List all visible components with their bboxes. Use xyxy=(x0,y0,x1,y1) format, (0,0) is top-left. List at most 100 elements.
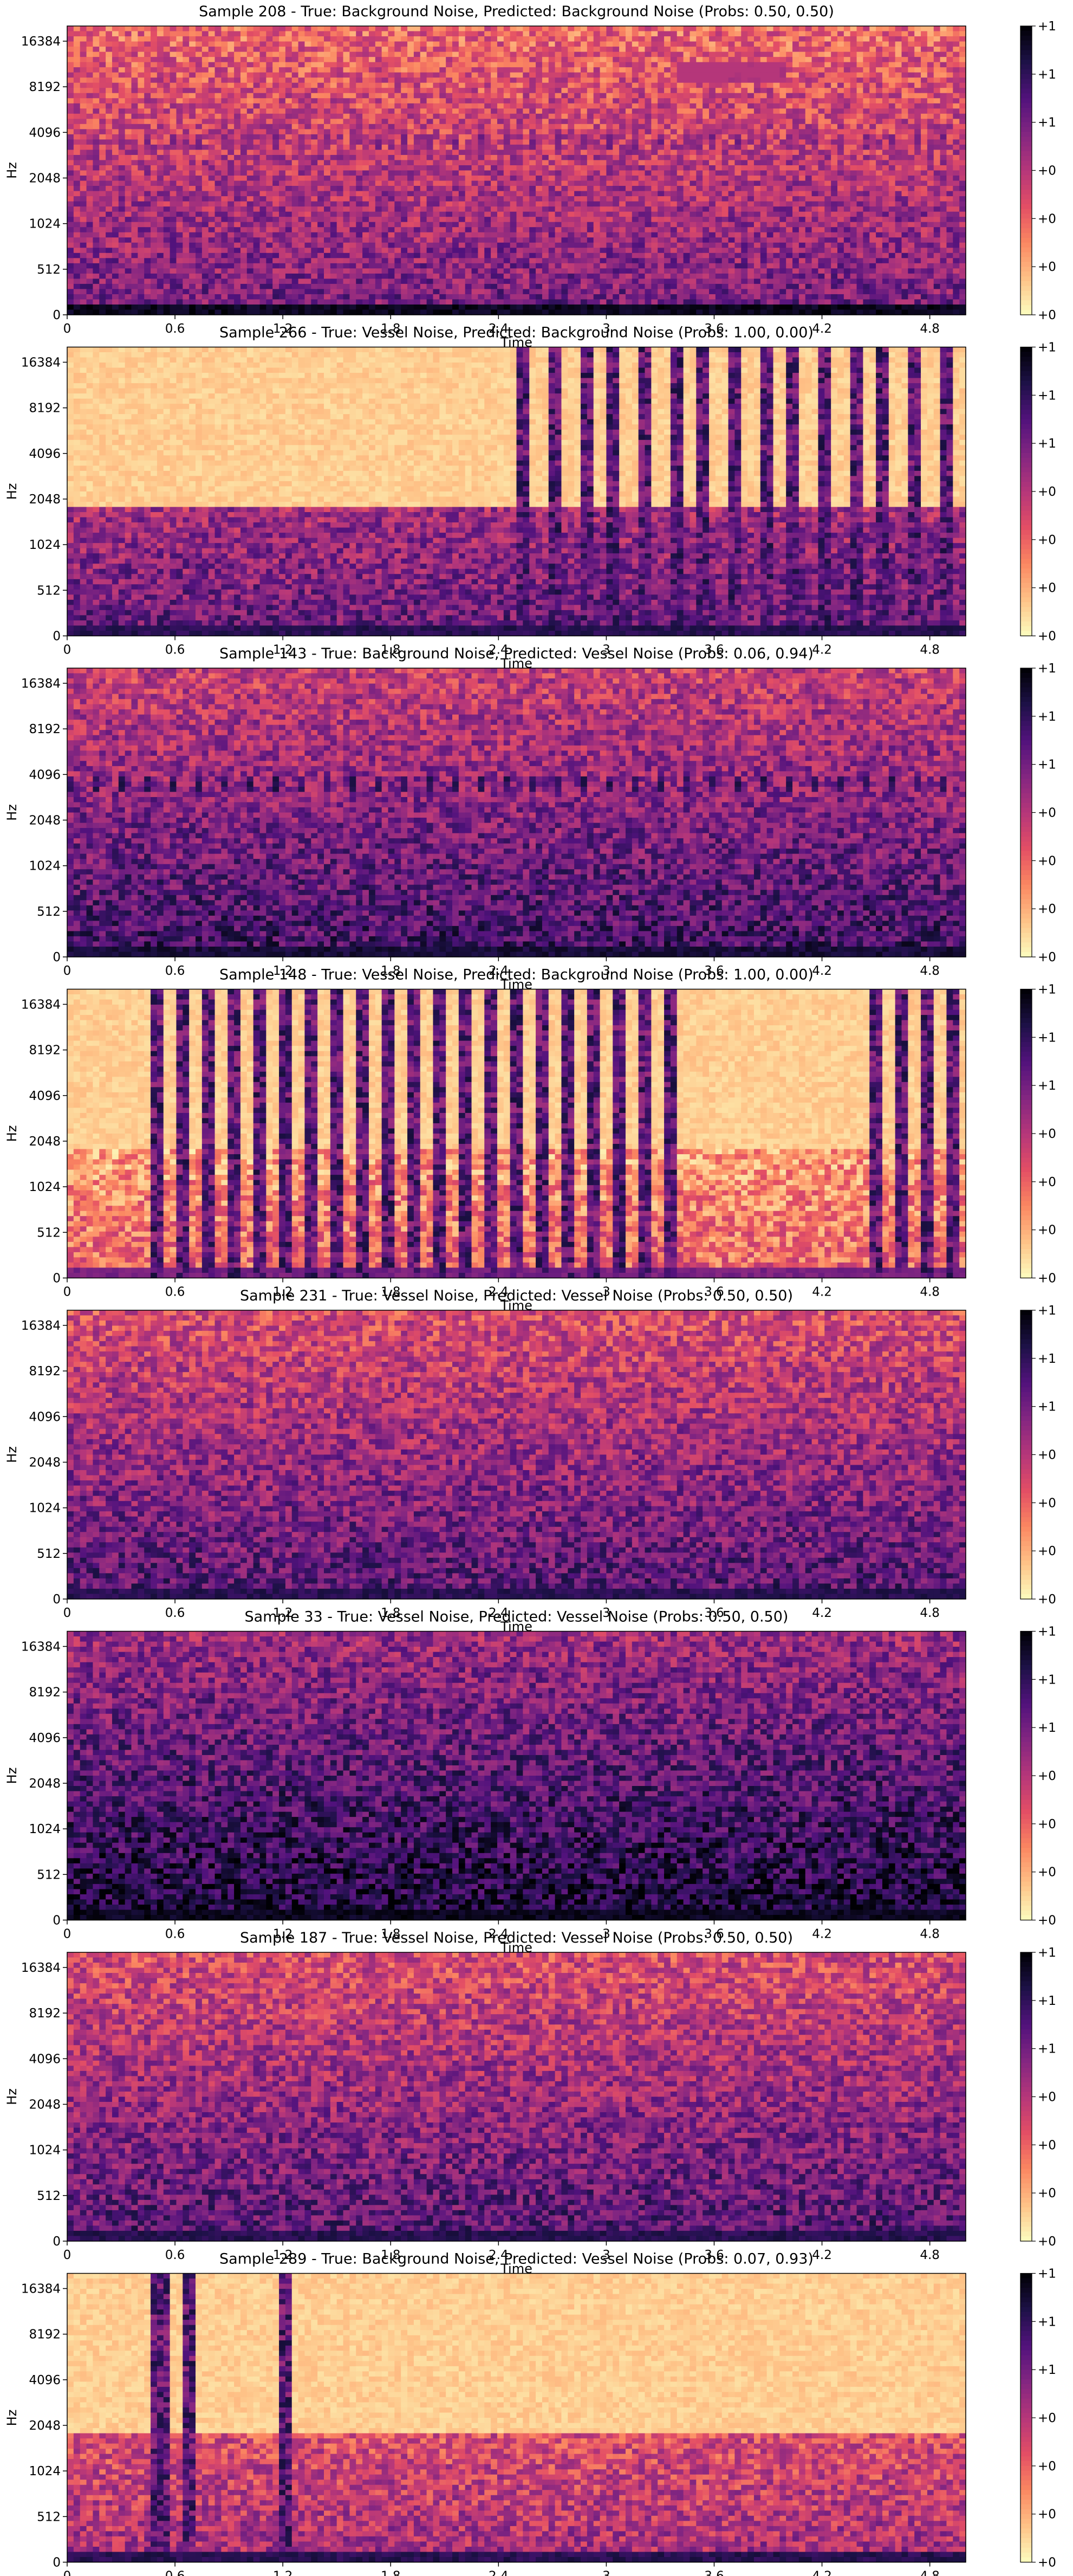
heatmap-cell xyxy=(74,31,80,37)
heatmap-cell xyxy=(343,52,350,57)
heatmap-cell xyxy=(959,88,966,93)
heatmap-cell xyxy=(266,108,272,114)
heatmap-cell xyxy=(786,26,792,31)
heatmap-cell xyxy=(716,62,722,68)
heatmap-cell xyxy=(446,103,452,109)
heatmap-cell xyxy=(87,62,93,68)
heatmap-cell xyxy=(786,67,792,73)
heatmap-cell xyxy=(221,83,227,88)
heatmap-cell xyxy=(465,52,472,57)
heatmap-cell xyxy=(940,36,947,42)
heatmap-cell xyxy=(394,73,401,78)
heatmap-cell xyxy=(844,93,850,99)
heatmap-cell xyxy=(170,47,177,52)
heatmap-cell xyxy=(684,36,690,42)
heatmap-cell xyxy=(260,62,266,68)
heatmap-cell xyxy=(561,47,568,52)
heatmap-cell xyxy=(658,42,664,47)
heatmap-cell xyxy=(953,52,959,57)
heatmap-cell xyxy=(555,31,562,37)
heatmap-cell xyxy=(786,83,792,88)
heatmap-cell xyxy=(542,114,549,119)
heatmap-cell xyxy=(484,52,491,57)
heatmap-cell xyxy=(170,108,177,114)
heatmap-cell xyxy=(517,77,523,83)
heatmap-cell xyxy=(812,93,818,99)
heatmap-cell xyxy=(510,26,517,31)
heatmap-cell xyxy=(671,88,677,93)
heatmap-cell xyxy=(80,52,87,57)
heatmap-cell xyxy=(215,67,222,73)
heatmap-cell xyxy=(953,62,959,68)
heatmap-cell xyxy=(940,98,947,103)
heatmap-cell xyxy=(132,57,138,62)
heatmap-cell xyxy=(151,83,157,88)
heatmap-cell xyxy=(837,36,844,42)
heatmap-cell xyxy=(837,93,844,99)
heatmap-cell xyxy=(760,77,767,83)
heatmap-cell xyxy=(594,103,600,109)
heatmap-cell xyxy=(857,108,863,114)
heatmap-cell xyxy=(639,62,645,68)
heatmap-cell xyxy=(934,77,940,83)
heatmap-cell xyxy=(882,108,889,114)
heatmap-cell xyxy=(304,42,311,47)
heatmap-cell xyxy=(619,88,626,93)
heatmap-cell xyxy=(869,26,876,31)
heatmap-cell xyxy=(433,42,439,47)
heatmap-cell xyxy=(459,103,465,109)
heatmap-cell xyxy=(234,42,240,47)
heatmap-cell xyxy=(401,36,407,42)
heatmap-cell xyxy=(401,108,407,114)
heatmap-cell xyxy=(189,73,196,78)
heatmap-cell xyxy=(452,67,459,73)
heatmap-cell xyxy=(472,108,478,114)
heatmap-cell xyxy=(613,108,619,114)
heatmap-cell xyxy=(427,52,433,57)
heatmap-cell xyxy=(561,93,568,99)
heatmap-cell xyxy=(645,26,652,31)
heatmap-cell xyxy=(626,108,632,114)
heatmap-cell xyxy=(671,83,677,88)
heatmap-cell xyxy=(850,98,857,103)
heatmap-cell xyxy=(812,73,818,78)
heatmap-cell xyxy=(606,62,613,68)
heatmap-cell xyxy=(388,77,395,83)
heatmap-cell xyxy=(658,62,664,68)
heatmap-cell xyxy=(747,52,754,57)
heatmap-cell xyxy=(427,57,433,62)
heatmap-cell xyxy=(754,98,760,103)
heatmap-cell xyxy=(799,36,805,42)
heatmap-cell xyxy=(407,93,414,99)
heatmap-cell xyxy=(209,57,215,62)
heatmap-cell xyxy=(227,36,234,42)
heatmap-cell xyxy=(959,26,966,31)
heatmap-cell xyxy=(138,31,144,37)
heatmap-cell xyxy=(452,36,459,42)
heatmap-cell xyxy=(760,47,767,52)
heatmap-cell xyxy=(497,26,504,31)
heatmap-cell xyxy=(568,57,574,62)
heatmap-cell xyxy=(125,47,132,52)
heatmap-cell xyxy=(729,26,735,31)
heatmap-cell xyxy=(747,93,754,99)
heatmap-cell xyxy=(863,93,869,99)
heatmap-cell xyxy=(767,83,773,88)
heatmap-cell xyxy=(703,98,709,103)
heatmap-cell xyxy=(125,52,132,57)
heatmap-cell xyxy=(138,114,144,119)
heatmap-cell xyxy=(227,98,234,103)
heatmap-cell xyxy=(850,42,857,47)
heatmap-cell xyxy=(87,36,93,42)
heatmap-cell xyxy=(330,47,337,52)
heatmap-cell xyxy=(882,67,889,73)
heatmap-cell xyxy=(266,77,272,83)
heatmap-cell xyxy=(119,83,125,88)
heatmap-cell xyxy=(850,26,857,31)
heatmap-cell xyxy=(253,73,260,78)
heatmap-cell xyxy=(196,93,202,99)
heatmap-cell xyxy=(272,26,279,31)
heatmap-cell xyxy=(170,114,177,119)
heatmap-cell xyxy=(805,73,812,78)
heatmap-cell xyxy=(362,67,369,73)
